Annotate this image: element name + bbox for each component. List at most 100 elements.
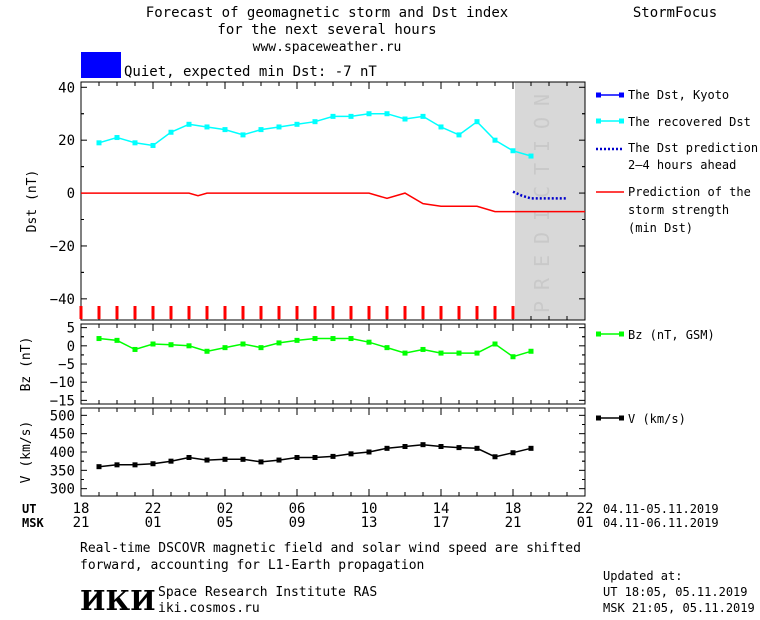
bz-data-point: [438, 350, 444, 356]
bz-ytick-label: −10: [50, 375, 75, 391]
dst-data-point: [168, 129, 174, 135]
bz-data-point: [96, 336, 102, 342]
msk-tick-label: 21: [505, 515, 522, 531]
v-data-point: [474, 445, 480, 451]
v-ytick-label: 500: [50, 408, 75, 424]
dst-data-point: [240, 132, 246, 138]
dst-data-point: [438, 124, 444, 130]
ut-tick-label: 14: [433, 501, 450, 517]
bz-data-point: [240, 341, 246, 347]
v-ytick-label: 350: [50, 463, 75, 479]
v-data-point: [510, 450, 516, 456]
site-url: www.spaceweather.ru: [253, 40, 402, 55]
prediction-letter: N: [530, 94, 554, 106]
dst-legend: The Dst, Kyoto The recovered Dst The Dst…: [596, 88, 758, 235]
prediction-letter: I: [530, 140, 554, 152]
bz-panel: 5 0 −5 −10 −15 Bz (nT) Bz (nT, GSM): [19, 321, 715, 410]
dst-data-point: [402, 116, 408, 122]
v-data-point: [402, 444, 408, 449]
bz-plot-frame: [80, 323, 586, 405]
msk-tick-label: 01: [577, 515, 594, 531]
dst-ytick-label: −40: [50, 292, 75, 308]
ut-tick-label: 06: [289, 501, 306, 517]
msk-tick-label: 09: [289, 515, 306, 531]
bz-data-point: [132, 346, 138, 352]
dst-data-point: [294, 121, 300, 127]
v-ytick-label: 400: [50, 445, 75, 461]
bz-data-point: [294, 337, 300, 343]
institute-site: iki.cosmos.ru: [158, 601, 260, 616]
msk-tick-label: 13: [361, 515, 378, 531]
time-axis: UT MSK 18212201020506091013141718212201 …: [22, 501, 719, 531]
bz-data-point: [456, 350, 462, 356]
v-data-point: [204, 457, 210, 463]
v-data-point: [96, 464, 102, 470]
ut-tick-label: 10: [361, 501, 378, 517]
v-data-point: [330, 453, 336, 459]
dst-data-point: [474, 119, 480, 125]
v-ytick-label: 450: [50, 427, 75, 443]
bz-data-point: [528, 348, 534, 354]
v-ytick-label: 300: [50, 482, 75, 498]
msk-tick-label: 17: [433, 515, 450, 531]
dst-series-line: [512, 190, 567, 200]
dst-data-point: [204, 124, 210, 130]
v-data-point: [420, 442, 426, 448]
dst-data-point: [96, 140, 102, 146]
prediction-zone: [515, 82, 585, 320]
prediction-letter: E: [530, 255, 554, 267]
bz-series: [96, 336, 534, 360]
legend-marker-kyoto: [619, 92, 624, 98]
v-data-point: [240, 456, 246, 462]
legend-label-dst-prediction-2: 2–4 hours ahead: [628, 158, 736, 172]
bz-data-point: [402, 350, 408, 356]
dst-data-point: [276, 124, 282, 130]
msk-tick-label: 05: [217, 515, 234, 531]
red-hour-marks: [79, 306, 515, 319]
dst-series-line: [81, 192, 585, 213]
dst-data-point: [132, 140, 138, 146]
bz-data-point: [312, 336, 318, 342]
ut-tick-label: 22: [577, 501, 594, 517]
ut-tick-label: 22: [145, 501, 162, 517]
ut-date-range: 04.11-05.11.2019: [603, 502, 719, 516]
v-data-point: [528, 445, 534, 451]
bz-data-point: [420, 346, 426, 352]
bz-data-point: [492, 341, 498, 347]
dst-data-point: [330, 113, 336, 119]
legend-label-storm-3: (min Dst): [628, 221, 693, 235]
legend-label-recovered: The recovered Dst: [628, 115, 751, 129]
legend-marker-v: [619, 415, 624, 421]
dst-series: [81, 111, 585, 213]
legend-marker-recovered: [596, 118, 601, 124]
prediction-letter: P: [530, 301, 554, 313]
bz-series-line: [98, 337, 532, 358]
msk-label: MSK: [22, 516, 44, 530]
bz-data-point: [150, 341, 156, 347]
title-line-1: Forecast of geomagnetic storm and Dst in…: [146, 5, 508, 21]
bz-data-point: [330, 336, 336, 342]
bz-ytick-label: −15: [50, 393, 75, 409]
v-data-point: [150, 461, 156, 467]
msk-tick-label: 01: [145, 515, 162, 531]
v-data-point: [258, 459, 264, 465]
dst-data-point: [222, 127, 228, 133]
dst-ylabel: Dst (nT): [25, 170, 40, 233]
v-y-axis: 500 450 400 350 300: [50, 408, 586, 498]
v-data-point: [312, 455, 318, 460]
v-data-point: [348, 451, 354, 457]
iki-logo: ИКИ: [80, 586, 156, 617]
bz-data-point: [258, 345, 264, 351]
v-data-point: [384, 445, 390, 451]
prediction-letter: C: [530, 186, 554, 198]
dst-ytick-label: −20: [50, 239, 75, 255]
bz-ylabel: Bz (nT): [19, 337, 34, 392]
bz-ytick-label: 0: [67, 339, 75, 355]
bz-data-point: [222, 345, 228, 351]
v-data-point: [456, 445, 462, 451]
bz-data-point: [348, 336, 354, 342]
msk-date-range: 04.11-06.11.2019: [603, 516, 719, 530]
bz-data-point: [114, 337, 120, 343]
